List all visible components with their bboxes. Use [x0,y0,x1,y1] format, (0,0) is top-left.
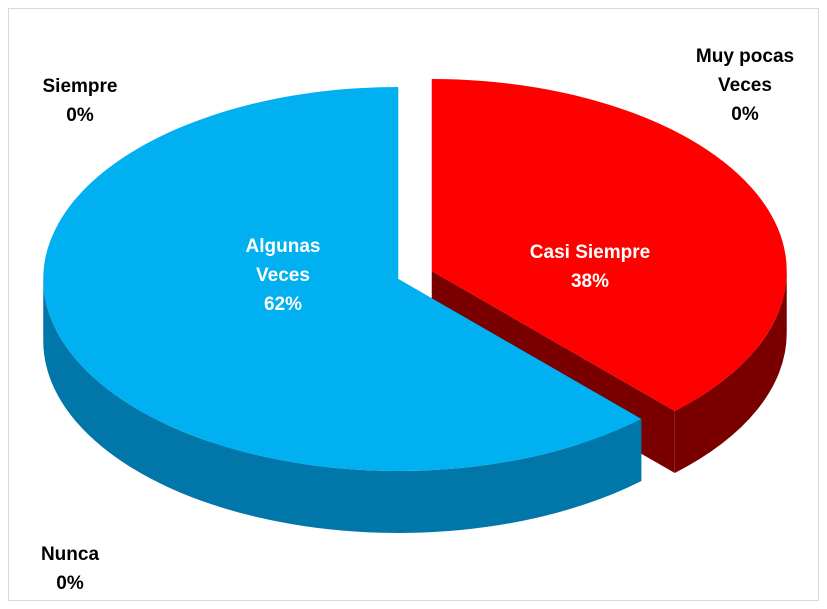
category-name: Nunca [40,544,100,565]
category-name: Casi Siempre [529,242,651,263]
value-label: 0% [731,104,759,125]
slice [431,79,787,411]
slice-side [674,271,787,473]
slice-label: Nunca 0% [15,540,125,598]
slice-side [43,278,642,533]
value-label: 38% [570,271,610,292]
category-name: Algunas Veces [245,236,321,286]
category-name: Siempre [42,76,118,97]
value-label: 0% [56,573,84,594]
slice-label: Siempre 0% [15,72,145,130]
slice-label: Casi Siempre 38% [505,238,675,296]
value-label: 62% [263,294,303,315]
category-name: Muy pocas Veces [695,46,795,96]
value-label: 0% [66,105,94,126]
slice-label: Algunas Veces 62% [228,232,338,319]
slice [43,86,642,471]
slice-label: Muy pocas Veces 0% [685,42,805,129]
